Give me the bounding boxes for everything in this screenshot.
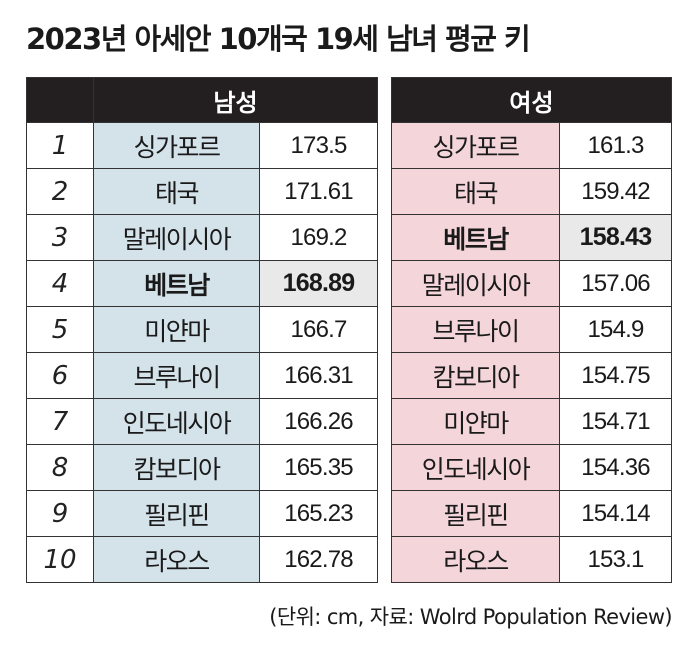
- male-height-value: 169.2: [258, 214, 379, 261]
- table-row: 인도네시아 154.36: [391, 444, 673, 491]
- table-row: 7 인도네시아 166.26: [26, 398, 379, 445]
- female-country-cell: 말레이시아: [391, 260, 560, 307]
- male-country-cell: 태국: [93, 168, 260, 215]
- male-height-value: 165.35: [258, 444, 379, 491]
- female-country-cell: 라오스: [391, 536, 560, 583]
- table-row: 캄보디아 154.75: [391, 352, 673, 399]
- rank-cell: 4: [26, 260, 94, 307]
- table-row: 라오스 153.1: [391, 536, 673, 583]
- table-row: 필리핀 154.14: [391, 490, 673, 537]
- male-header-blank: [26, 77, 94, 123]
- table-row: 9 필리핀 165.23: [26, 490, 379, 537]
- table-row: 5 미얀마 166.7: [26, 306, 379, 353]
- female-height-value: 154.36: [558, 444, 673, 491]
- male-country-cell: 필리핀: [93, 490, 260, 537]
- male-country-cell: 싱가포르: [93, 122, 260, 169]
- rank-cell: 3: [26, 214, 94, 261]
- table-row: 8 캄보디아 165.35: [26, 444, 379, 491]
- male-country-cell: 브루나이: [93, 352, 260, 399]
- male-country-cell: 미얀마: [93, 306, 260, 353]
- female-country-cell: 필리핀: [391, 490, 560, 537]
- female-country-cell: 인도네시아: [391, 444, 560, 491]
- table-row: 태국 159.42: [391, 168, 673, 215]
- male-height-value: 168.89: [258, 260, 379, 307]
- table-row: 10 라오스 162.78: [26, 536, 379, 583]
- female-country-cell: 싱가포르: [391, 122, 560, 169]
- table-row: 미얀마 154.71: [391, 398, 673, 445]
- rank-cell: 7: [26, 398, 94, 445]
- rank-cell: 1: [26, 122, 94, 169]
- rank-cell: 2: [26, 168, 94, 215]
- source-note: (단위: cm, 자료: Wolrd Population Review): [269, 605, 672, 629]
- rank-cell: 5: [26, 306, 94, 353]
- page-title: 2023년 아세안 10개국 19세 남녀 평균 키: [26, 22, 531, 56]
- table-row: 1 싱가포르 173.5: [26, 122, 379, 169]
- table-row: 브루나이 154.9: [391, 306, 673, 353]
- female-height-value: 154.71: [558, 398, 673, 445]
- female-height-table: 여성 싱가포르 161.3 태국 159.42 베트남 158.43 말레이시아 157.06…: [390, 77, 673, 583]
- female-height-value: 161.3: [558, 122, 673, 169]
- female-country-cell: 태국: [391, 168, 560, 215]
- female-height-value: 154.9: [558, 306, 673, 353]
- table-row: 싱가포르 161.3: [391, 122, 673, 169]
- table-row: 6 브루나이 166.31: [26, 352, 379, 399]
- female-country-cell: 캄보디아: [391, 352, 560, 399]
- male-country-cell: 말레이시아: [93, 214, 260, 261]
- female-country-cell: 미얀마: [391, 398, 560, 445]
- rank-cell: 6: [26, 352, 94, 399]
- male-column-header: 남성: [92, 77, 379, 123]
- male-country-cell: 캄보디아: [93, 444, 260, 491]
- table-row: 말레이시아 157.06: [391, 260, 673, 307]
- male-country-cell: 인도네시아: [93, 398, 260, 445]
- female-height-value: 154.75: [558, 352, 673, 399]
- male-height-table: 남성 1 싱가포르 173.5 2 태국 171.61 3 말레이시아 169.2 4 베트남 168…: [26, 77, 379, 583]
- rank-cell: 10: [26, 536, 94, 583]
- table-row: 3 말레이시아 169.2: [26, 214, 379, 261]
- female-country-cell: 베트남: [391, 214, 560, 261]
- table-row: 베트남 158.43: [391, 214, 673, 261]
- table-row: 4 베트남 168.89: [26, 260, 379, 307]
- male-height-value: 173.5: [258, 122, 379, 169]
- male-height-value: 166.7: [258, 306, 379, 353]
- male-height-value: 166.26: [258, 398, 379, 445]
- table-row: 2 태국 171.61: [26, 168, 379, 215]
- male-height-value: 162.78: [258, 536, 379, 583]
- male-height-value: 171.61: [258, 168, 379, 215]
- male-height-value: 165.23: [258, 490, 379, 537]
- female-height-value: 158.43: [558, 214, 673, 261]
- female-height-value: 154.14: [558, 490, 673, 537]
- female-column-header: 여성: [390, 77, 673, 123]
- rank-cell: 9: [26, 490, 94, 537]
- female-country-cell: 브루나이: [391, 306, 560, 353]
- male-country-cell: 라오스: [93, 536, 260, 583]
- male-country-cell: 베트남: [93, 260, 260, 307]
- male-height-value: 166.31: [258, 352, 379, 399]
- rank-cell: 8: [26, 444, 94, 491]
- female-height-value: 157.06: [558, 260, 673, 307]
- female-height-value: 159.42: [558, 168, 673, 215]
- female-height-value: 153.1: [558, 536, 673, 583]
